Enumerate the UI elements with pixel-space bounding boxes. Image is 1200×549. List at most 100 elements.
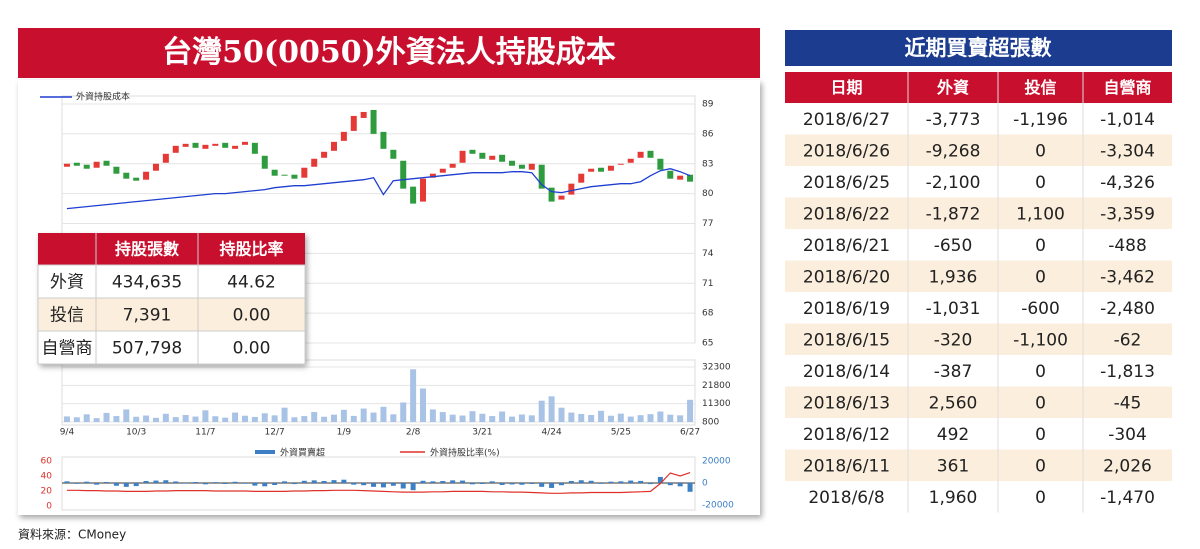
flow-bar [410, 483, 416, 491]
volume-bar [103, 412, 110, 422]
title-banner [18, 28, 760, 78]
flow-bar [657, 476, 663, 483]
candle [113, 166, 120, 174]
cost-line [66, 168, 691, 210]
volume-bar [182, 415, 189, 422]
table-cell: 0 [1035, 236, 1046, 256]
flow-bar [262, 483, 268, 487]
ratio-line [66, 472, 691, 494]
volume-bar [232, 412, 239, 422]
flow-bar [430, 481, 436, 483]
volume-bar [647, 414, 654, 422]
candle [251, 142, 258, 154]
table-cell: 2018/6/21 [803, 236, 890, 256]
flow-bar [232, 481, 238, 483]
candle [558, 195, 565, 200]
candle [350, 115, 357, 131]
table-cell: -1,031 [926, 299, 981, 319]
table-row [785, 103, 1172, 135]
candle [667, 170, 674, 179]
flow-bar [153, 480, 159, 483]
table-row [37, 297, 306, 332]
table-cell: -4,326 [1100, 173, 1155, 193]
candle [152, 163, 159, 171]
candle [607, 165, 614, 171]
candle [420, 178, 427, 202]
flow-bar [242, 483, 248, 484]
table-cell: -1,014 [1100, 110, 1155, 130]
volume-bar [459, 415, 466, 422]
flow-bar [549, 483, 555, 488]
candle [479, 152, 486, 159]
flow-bar [163, 480, 169, 483]
volume-bar [588, 415, 595, 422]
table-cell: -387 [934, 362, 973, 382]
table-cell: 2018/6/26 [803, 141, 890, 161]
volume-bar [63, 416, 70, 422]
flow-bar [489, 481, 495, 483]
table-cell: 2018/6/27 [803, 110, 890, 130]
flow-bar [588, 480, 594, 483]
candle [647, 150, 654, 158]
flow-bar [440, 481, 446, 483]
flow-bar [143, 481, 149, 483]
volume-bar [281, 407, 288, 422]
flow-bar [499, 483, 505, 485]
volume-bar [370, 412, 377, 422]
y-tick-label: 65 [702, 339, 713, 349]
table-cell: 自營商 [42, 339, 93, 359]
table-cell: 1,100 [1016, 204, 1065, 224]
flow-bar [638, 480, 644, 483]
table-row [785, 229, 1172, 261]
flow-bar [469, 483, 475, 485]
y-tick-label: 68 [702, 309, 714, 319]
flow-bar [331, 480, 337, 483]
volume-bar [202, 410, 209, 422]
flow-bar [618, 481, 624, 483]
table-cell: 投信 [50, 306, 84, 326]
table-cell: -9,268 [926, 141, 981, 161]
candle [340, 131, 347, 141]
table-cell: 外資 [50, 273, 84, 293]
volume-bar [627, 416, 634, 422]
x-tick-label: 3/21 [472, 428, 492, 438]
candle [400, 160, 407, 189]
table-cell: 2018/6/20 [803, 267, 890, 287]
volume-bar [251, 416, 258, 422]
column-header: 自營商 [1103, 78, 1151, 97]
volume-bar [489, 416, 496, 422]
trades-title-bg [785, 30, 1172, 66]
table-row [785, 355, 1172, 387]
flow-bar [212, 482, 218, 483]
candle [449, 163, 456, 168]
volume-bar [390, 414, 397, 422]
x-tick-label: 10/3 [126, 428, 146, 438]
flow-bar [193, 482, 199, 483]
candle [301, 167, 308, 178]
flow-bar [84, 481, 90, 483]
flow-bar [123, 483, 129, 487]
table-row [785, 418, 1172, 450]
table-cell: 0 [1035, 456, 1046, 476]
flow-bar [113, 483, 119, 486]
table-cell: -3,359 [1100, 204, 1155, 224]
candle [271, 169, 278, 176]
legend-label: 外資持股比率(%) [430, 447, 500, 459]
table-row [785, 449, 1172, 481]
x-tick-label: 12/7 [265, 428, 285, 438]
flow-bar [202, 483, 208, 485]
candle [410, 186, 417, 204]
table-cell: 2018/6/11 [803, 456, 890, 476]
column-header: 持股張數 [115, 240, 179, 259]
y-tick-label: 89 [702, 100, 714, 110]
volume-bar [568, 412, 575, 422]
candle [232, 145, 239, 149]
volume-bar [380, 406, 387, 422]
table-cell: 2018/6/13 [803, 393, 890, 413]
legend-label: 外資持股成本 [76, 91, 130, 103]
volume-bar [509, 416, 516, 422]
table-cell: -1,813 [1100, 362, 1155, 382]
table-cell: 44.62 [227, 273, 276, 293]
volume-bar [350, 415, 357, 422]
table-row [37, 264, 306, 299]
